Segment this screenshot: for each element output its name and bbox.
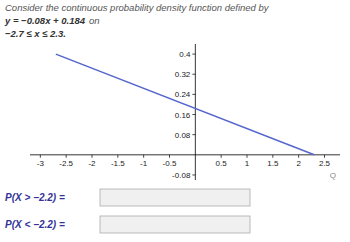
pdf-line (56, 54, 314, 155)
x-tick-label: 2 (296, 159, 301, 168)
domain: −2.7 ≤ x ≤ 2.3. (5, 28, 66, 39)
x-tick-label: -2.5 (59, 159, 73, 168)
input-label: P(X > −2.2) = (5, 192, 65, 203)
y-tick-label: 0.16 (175, 111, 191, 120)
x-tick (117, 155, 118, 158)
x-tick (169, 155, 170, 158)
chart-root: Consider the continuous probability dens… (0, 0, 350, 242)
x-tick (272, 155, 273, 158)
x-tick-label: -1 (140, 159, 148, 168)
x-tick-label: -0.5 (163, 159, 177, 168)
magnifier-hint: Q (330, 171, 336, 180)
y-tick (192, 114, 195, 115)
x-tick (298, 155, 299, 158)
y-tick (192, 74, 195, 75)
plot-area (56, 54, 314, 155)
x-tick (40, 155, 41, 158)
x-tick-label: 1.5 (267, 159, 279, 168)
x-tick (324, 155, 325, 158)
y-tick-label: -0.08 (172, 171, 191, 180)
y-tick-label: 0.08 (175, 131, 191, 140)
input-box[interactable] (100, 189, 250, 206)
title: Consider the continuous probability dens… (5, 2, 270, 13)
y-tick (192, 94, 195, 95)
input-box[interactable] (100, 216, 250, 233)
x-tick-label: 2.5 (319, 159, 331, 168)
y-tick-label: 0.24 (175, 90, 191, 99)
x-tick (221, 155, 222, 158)
x-tick (66, 155, 67, 158)
y-tick-label: 0.32 (175, 70, 191, 79)
y-tick (192, 54, 195, 55)
x-tick (247, 155, 248, 158)
y-axis (195, 44, 196, 180)
title-on: on (89, 15, 100, 26)
x-tick-label: 1 (245, 159, 250, 168)
x-tick-label: 0.5 (216, 159, 228, 168)
y-tick-label: 0.4 (179, 50, 191, 59)
x-tick (92, 155, 93, 158)
x-tick (143, 155, 144, 158)
y-tick (192, 174, 195, 175)
x-tick-label: -2 (88, 159, 96, 168)
y-tick (192, 134, 195, 135)
equation: y = −0.08x + 0.184 (4, 15, 86, 26)
input-label: P(X < −2.2) = (5, 219, 65, 230)
x-tick-label: -1.5 (111, 159, 125, 168)
x-axis (30, 154, 340, 155)
x-tick-label: -3 (37, 159, 45, 168)
